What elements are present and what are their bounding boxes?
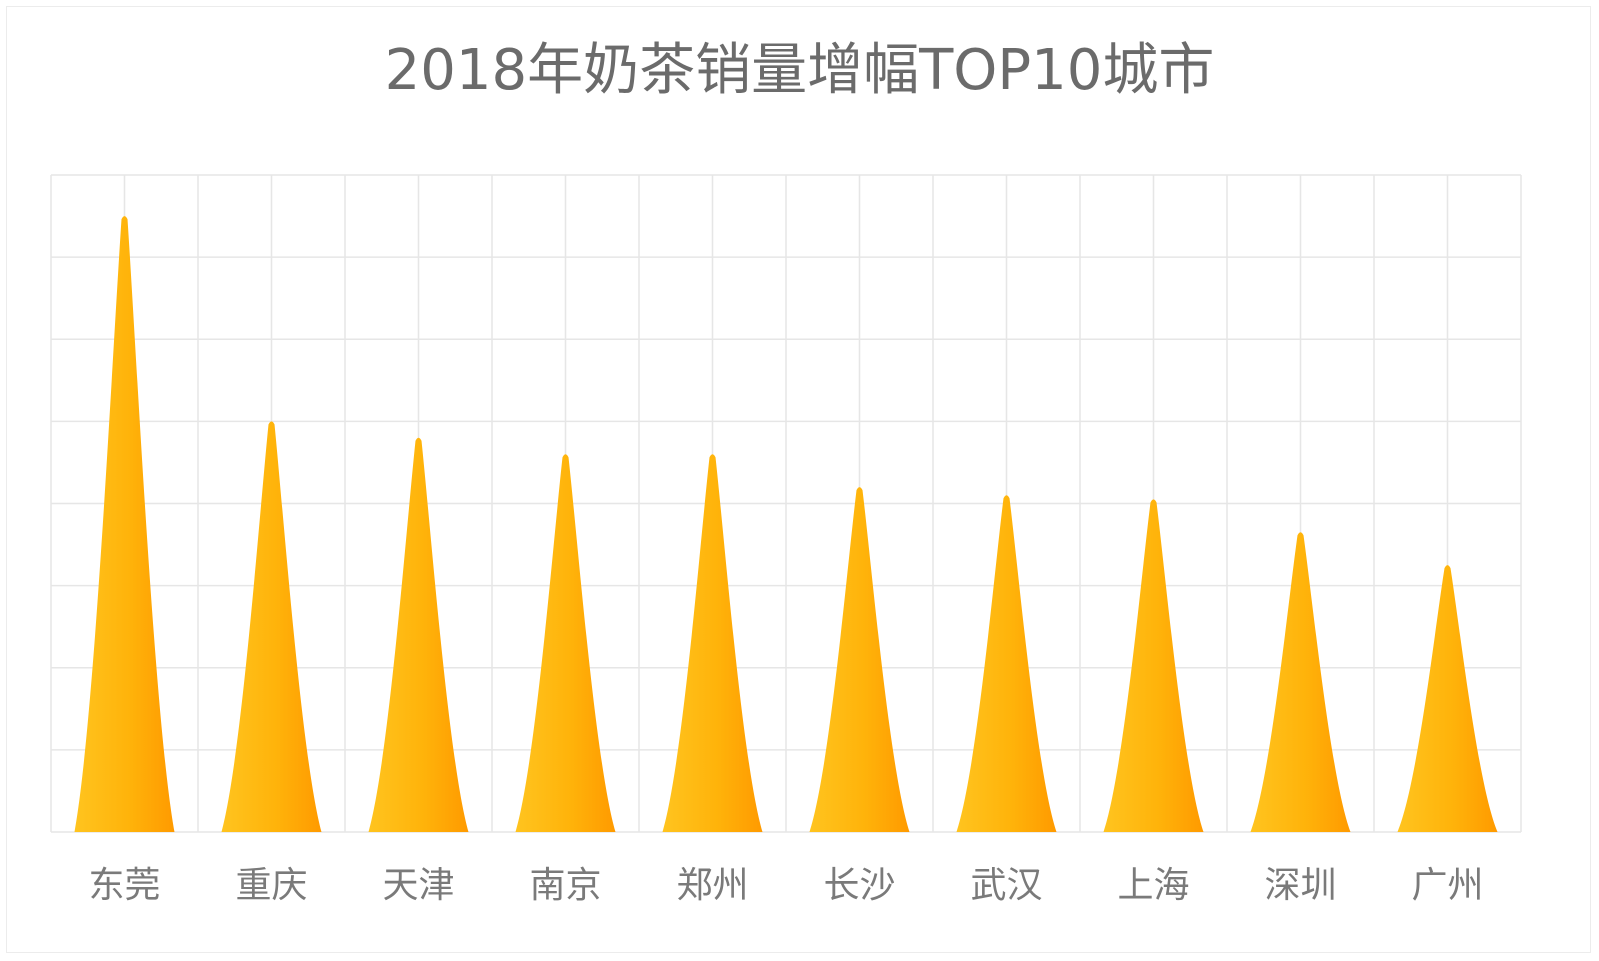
x-tick-label: 郑州 xyxy=(676,865,748,906)
chart-title: 2018年奶茶销量增幅TOP10城市 xyxy=(384,38,1215,103)
bar-南京 xyxy=(515,454,616,832)
x-tick-label: 深圳 xyxy=(1264,865,1336,906)
x-axis-labels: 东莞 重庆 天津 南京 郑州 长沙 武汉 上海 深圳 广州 xyxy=(88,865,1483,906)
x-tick-label: 广州 xyxy=(1411,865,1483,906)
bar-深圳 xyxy=(1250,532,1351,832)
bar-武汉 xyxy=(956,495,1057,832)
bar-重庆 xyxy=(221,421,322,832)
bar-天津 xyxy=(368,437,469,832)
bar-长沙 xyxy=(809,487,910,832)
x-tick-label: 上海 xyxy=(1117,865,1189,906)
bar-上海 xyxy=(1103,499,1204,832)
x-tick-label: 重庆 xyxy=(235,865,307,906)
bar-东莞 xyxy=(74,216,175,832)
x-tick-label: 长沙 xyxy=(823,865,895,906)
bar-广州 xyxy=(1397,565,1498,832)
bar-郑州 xyxy=(662,454,763,832)
x-tick-label: 天津 xyxy=(382,865,454,906)
x-tick-label: 武汉 xyxy=(970,865,1042,906)
bars xyxy=(74,216,1498,832)
x-tick-label: 东莞 xyxy=(88,865,160,906)
x-tick-label: 南京 xyxy=(529,865,601,906)
